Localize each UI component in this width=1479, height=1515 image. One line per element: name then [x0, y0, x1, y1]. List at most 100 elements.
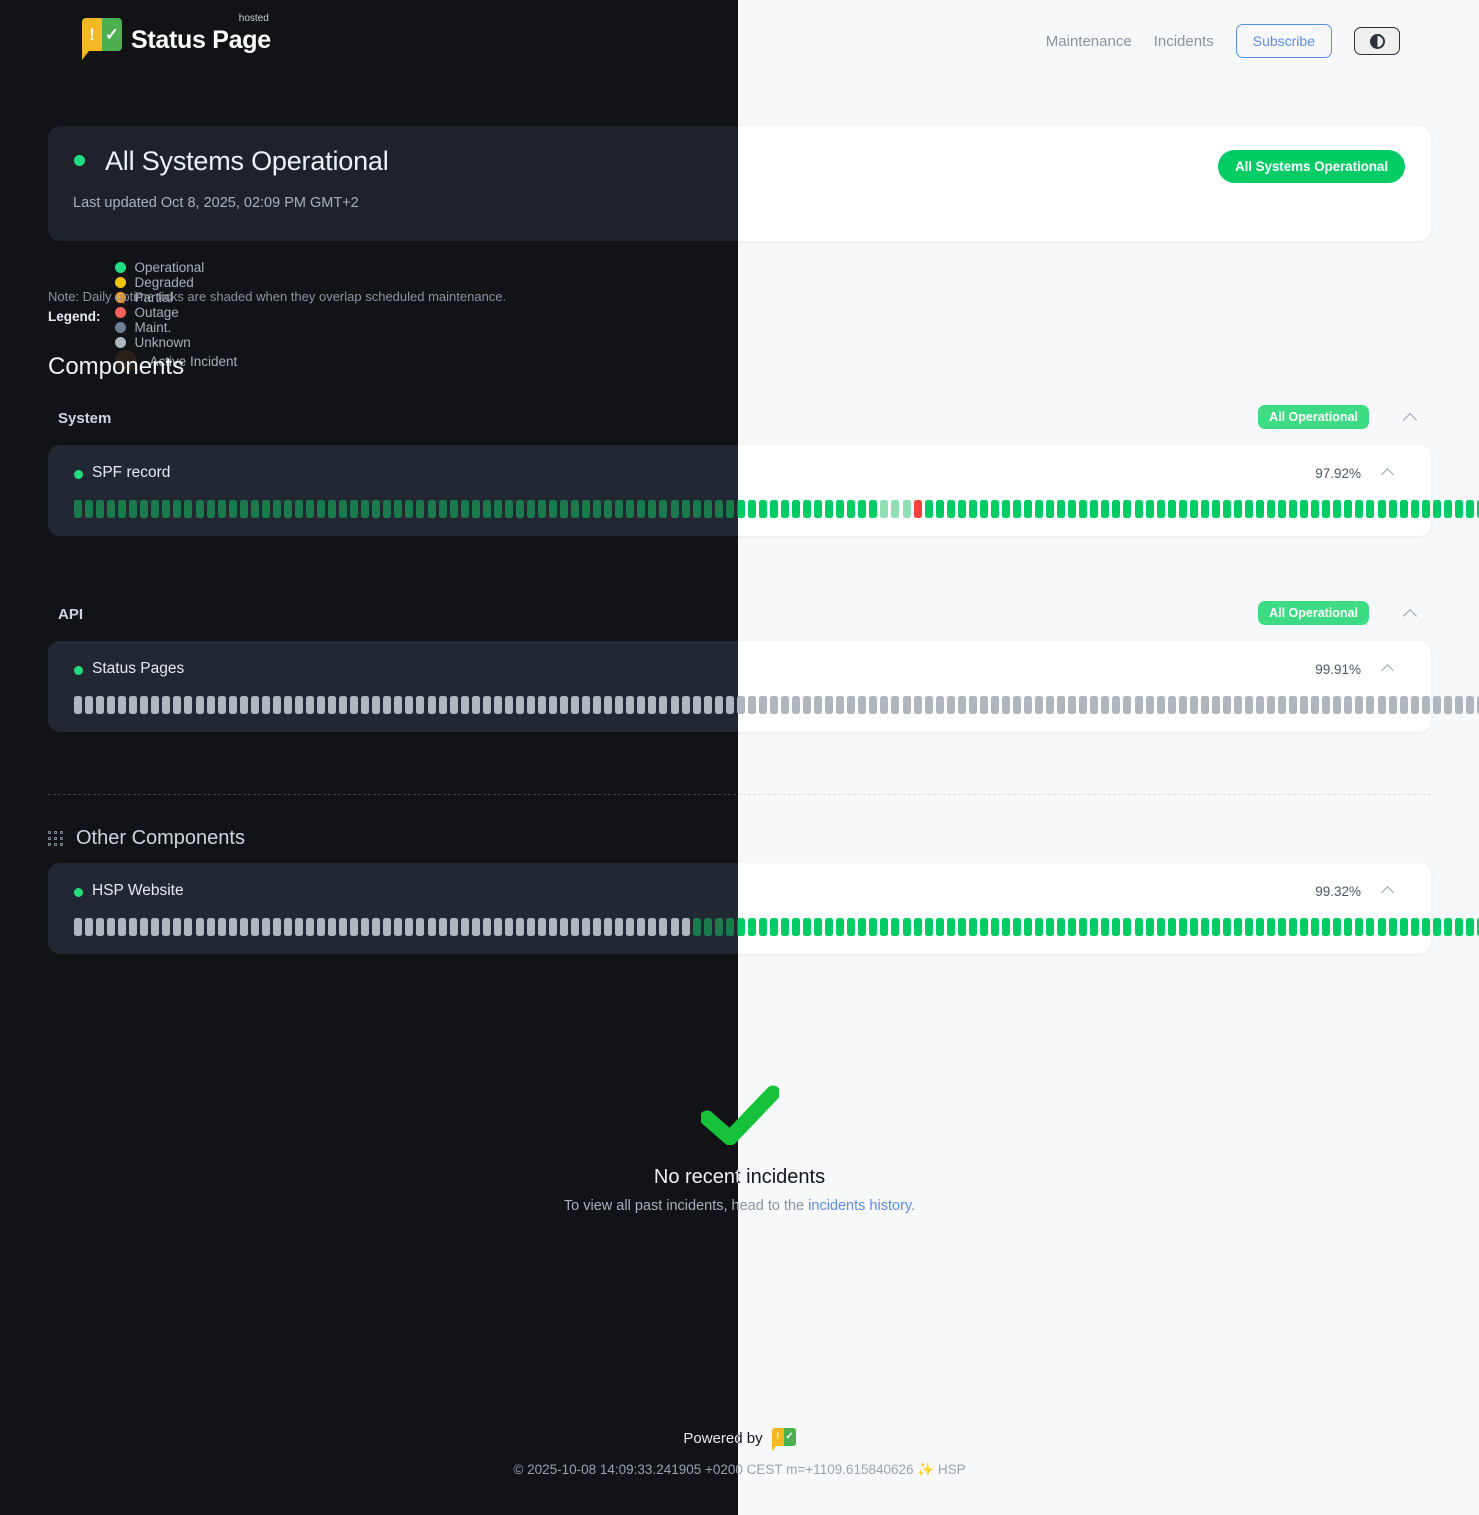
uptime-tick[interactable]: [372, 918, 381, 936]
uptime-tick[interactable]: [659, 918, 668, 936]
chevron-up-icon[interactable]: [1405, 411, 1419, 425]
uptime-tick[interactable]: [1267, 918, 1276, 936]
uptime-tick[interactable]: [1443, 696, 1452, 714]
uptime-tick[interactable]: [515, 500, 524, 518]
uptime-tick[interactable]: [659, 500, 668, 518]
uptime-tick[interactable]: [261, 918, 270, 936]
uptime-tick[interactable]: [847, 500, 856, 518]
uptime-tick[interactable]: [1024, 696, 1033, 714]
uptime-tick[interactable]: [1355, 696, 1364, 714]
uptime-tick[interactable]: [504, 500, 513, 518]
uptime-tick[interactable]: [692, 918, 701, 936]
uptime-tick[interactable]: [449, 696, 458, 714]
uptime-tick[interactable]: [151, 696, 160, 714]
uptime-tick[interactable]: [416, 918, 425, 936]
uptime-tick[interactable]: [1145, 500, 1154, 518]
uptime-tick[interactable]: [1454, 918, 1463, 936]
uptime-tick[interactable]: [825, 696, 834, 714]
uptime-tick[interactable]: [1167, 918, 1176, 936]
uptime-tick[interactable]: [979, 696, 988, 714]
uptime-tick[interactable]: [1256, 500, 1265, 518]
uptime-tick[interactable]: [858, 500, 867, 518]
uptime-tick[interactable]: [1267, 500, 1276, 518]
uptime-tick[interactable]: [1012, 918, 1021, 936]
uptime-tick[interactable]: [1344, 500, 1353, 518]
uptime-tick[interactable]: [317, 918, 326, 936]
uptime-tick[interactable]: [880, 918, 889, 936]
uptime-tick[interactable]: [118, 500, 127, 518]
uptime-tick[interactable]: [1145, 918, 1154, 936]
uptime-tick[interactable]: [305, 500, 314, 518]
uptime-tick[interactable]: [1256, 696, 1265, 714]
uptime-tick[interactable]: [526, 696, 535, 714]
uptime-tick[interactable]: [107, 500, 116, 518]
uptime-tick[interactable]: [747, 696, 756, 714]
uptime-tick[interactable]: [769, 500, 778, 518]
incidents-history-link[interactable]: incidents history: [808, 1198, 912, 1214]
uptime-tick[interactable]: [593, 500, 602, 518]
uptime-tick[interactable]: [1333, 500, 1342, 518]
uptime-tick[interactable]: [1454, 696, 1463, 714]
uptime-tick[interactable]: [217, 500, 226, 518]
uptime-tick[interactable]: [118, 696, 127, 714]
uptime-tick[interactable]: [1300, 918, 1309, 936]
uptime-tick[interactable]: [118, 918, 127, 936]
uptime-tick[interactable]: [361, 500, 370, 518]
uptime-tick[interactable]: [1012, 500, 1021, 518]
uptime-tick[interactable]: [847, 696, 856, 714]
subscribe-button[interactable]: Subscribe: [1235, 24, 1332, 58]
uptime-tick[interactable]: [427, 696, 436, 714]
uptime-tick[interactable]: [173, 500, 182, 518]
uptime-tick[interactable]: [405, 696, 414, 714]
uptime-tick[interactable]: [85, 918, 94, 936]
uptime-tick[interactable]: [615, 696, 624, 714]
uptime-tick[interactable]: [736, 696, 745, 714]
uptime-tick[interactable]: [1377, 500, 1386, 518]
uptime-tick[interactable]: [1432, 696, 1441, 714]
uptime-tick[interactable]: [1134, 696, 1143, 714]
uptime-tick[interactable]: [383, 918, 392, 936]
uptime-tick[interactable]: [1366, 500, 1375, 518]
uptime-tick[interactable]: [758, 918, 767, 936]
uptime-tick[interactable]: [604, 696, 613, 714]
uptime-tick[interactable]: [74, 918, 82, 936]
uptime-tick[interactable]: [162, 696, 171, 714]
uptime-tick[interactable]: [626, 500, 635, 518]
uptime-tick[interactable]: [449, 918, 458, 936]
uptime-tick[interactable]: [1068, 696, 1077, 714]
uptime-tick[interactable]: [1267, 696, 1276, 714]
uptime-tick[interactable]: [272, 918, 281, 936]
uptime-tick[interactable]: [1035, 918, 1044, 936]
uptime-tick[interactable]: [902, 918, 911, 936]
uptime-tick[interactable]: [593, 918, 602, 936]
uptime-tick[interactable]: [482, 500, 491, 518]
uptime-tick[interactable]: [460, 696, 469, 714]
uptime-tick[interactable]: [1333, 918, 1342, 936]
uptime-tick[interactable]: [294, 918, 303, 936]
uptime-tick[interactable]: [228, 696, 237, 714]
uptime-tick[interactable]: [1388, 500, 1397, 518]
uptime-tick[interactable]: [924, 696, 933, 714]
uptime-tick[interactable]: [1278, 696, 1287, 714]
uptime-tick[interactable]: [1024, 918, 1033, 936]
uptime-tick[interactable]: [1167, 500, 1176, 518]
uptime-tick[interactable]: [703, 500, 712, 518]
uptime-tick[interactable]: [990, 500, 999, 518]
uptime-tick[interactable]: [1311, 918, 1320, 936]
nav-incidents[interactable]: Incidents: [1153, 32, 1214, 50]
uptime-tick[interactable]: [416, 696, 425, 714]
uptime-tick[interactable]: [1001, 918, 1010, 936]
uptime-tick[interactable]: [537, 500, 546, 518]
uptime-tick[interactable]: [582, 500, 591, 518]
uptime-tick[interactable]: [560, 918, 569, 936]
uptime-tick[interactable]: [1244, 500, 1253, 518]
uptime-tick[interactable]: [1123, 918, 1132, 936]
uptime-tick[interactable]: [681, 918, 690, 936]
uptime-tick[interactable]: [924, 918, 933, 936]
uptime-tick[interactable]: [1344, 696, 1353, 714]
uptime-tick[interactable]: [1278, 500, 1287, 518]
uptime-tick[interactable]: [847, 918, 856, 936]
uptime-tick[interactable]: [140, 918, 149, 936]
uptime-tick[interactable]: [493, 918, 502, 936]
uptime-tick[interactable]: [1057, 500, 1066, 518]
